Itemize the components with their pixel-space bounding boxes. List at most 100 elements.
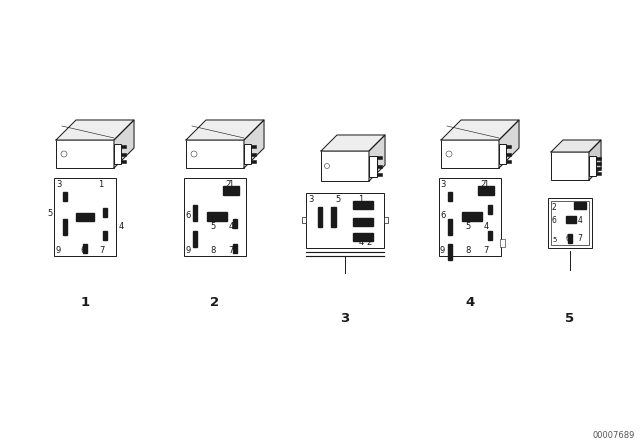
Text: 4: 4 xyxy=(118,222,124,231)
Bar xyxy=(114,144,121,164)
Bar xyxy=(488,205,492,214)
Text: 5: 5 xyxy=(335,195,340,204)
Bar xyxy=(439,178,501,256)
Bar xyxy=(506,160,511,164)
Bar xyxy=(376,156,381,159)
Text: 9: 9 xyxy=(185,246,190,255)
Text: 1: 1 xyxy=(81,297,90,310)
Text: 5: 5 xyxy=(211,222,216,231)
Bar xyxy=(353,218,373,226)
Text: 2: 2 xyxy=(481,180,486,189)
Bar xyxy=(448,244,452,260)
Text: 5: 5 xyxy=(565,311,575,324)
Polygon shape xyxy=(56,120,134,140)
Text: 2: 2 xyxy=(366,238,372,247)
Bar xyxy=(321,151,369,181)
Bar xyxy=(251,160,256,164)
Text: 4: 4 xyxy=(465,297,475,310)
Text: 5: 5 xyxy=(48,209,53,218)
Bar xyxy=(54,178,116,256)
Bar xyxy=(551,152,589,180)
Bar xyxy=(448,192,452,201)
Bar xyxy=(384,217,388,223)
Bar xyxy=(506,152,511,155)
Text: 2: 2 xyxy=(226,180,231,189)
Text: 7: 7 xyxy=(577,234,582,243)
Text: 3: 3 xyxy=(308,195,314,204)
Bar xyxy=(63,219,67,235)
Bar xyxy=(376,164,381,168)
Polygon shape xyxy=(441,120,519,140)
Text: 5: 5 xyxy=(465,222,470,231)
Text: 1: 1 xyxy=(484,180,489,189)
Polygon shape xyxy=(499,120,519,168)
Bar xyxy=(306,193,384,248)
Circle shape xyxy=(446,151,452,157)
Text: 5: 5 xyxy=(552,237,556,243)
Text: 6: 6 xyxy=(552,216,557,225)
Bar xyxy=(302,217,306,223)
Bar xyxy=(441,140,499,168)
Text: 5: 5 xyxy=(566,216,570,225)
Bar xyxy=(462,212,482,221)
Circle shape xyxy=(191,151,197,157)
Bar xyxy=(318,207,323,227)
Bar xyxy=(83,244,87,253)
Text: 9: 9 xyxy=(440,246,445,255)
Text: 1: 1 xyxy=(577,203,582,212)
Bar xyxy=(63,192,67,201)
Bar xyxy=(331,207,335,227)
Bar xyxy=(376,173,381,176)
Text: 3: 3 xyxy=(440,180,445,189)
Text: 4: 4 xyxy=(484,222,489,231)
Text: 1: 1 xyxy=(99,180,104,189)
Bar xyxy=(193,205,197,221)
Text: 4: 4 xyxy=(228,222,234,231)
Bar xyxy=(244,144,251,164)
Bar xyxy=(574,202,586,210)
Text: 9: 9 xyxy=(56,246,61,255)
Bar xyxy=(121,152,126,155)
Polygon shape xyxy=(321,135,385,151)
Polygon shape xyxy=(244,120,264,168)
Bar xyxy=(596,167,601,170)
Text: 2: 2 xyxy=(552,203,557,212)
Circle shape xyxy=(61,151,67,157)
Bar xyxy=(448,219,452,235)
Bar xyxy=(499,144,506,164)
Text: 3: 3 xyxy=(56,180,61,189)
Bar xyxy=(251,152,256,155)
Bar xyxy=(488,231,492,240)
Text: 4: 4 xyxy=(577,216,582,225)
Bar xyxy=(121,160,126,164)
Polygon shape xyxy=(551,140,601,152)
Text: 2: 2 xyxy=(211,297,220,310)
Text: 1: 1 xyxy=(228,180,234,189)
Text: 3: 3 xyxy=(340,311,349,324)
Bar xyxy=(566,216,576,223)
Text: 6: 6 xyxy=(566,234,570,243)
Text: 00007689: 00007689 xyxy=(593,431,635,440)
Bar xyxy=(596,162,601,165)
Bar xyxy=(478,185,494,194)
Text: 1: 1 xyxy=(358,195,364,204)
Bar xyxy=(56,140,114,168)
Text: 6: 6 xyxy=(440,211,445,220)
Bar xyxy=(568,234,572,243)
Bar xyxy=(186,140,244,168)
Bar xyxy=(207,212,227,221)
Bar xyxy=(193,231,197,247)
Text: 8: 8 xyxy=(465,246,470,255)
Bar xyxy=(102,231,107,240)
Text: 4: 4 xyxy=(358,238,364,247)
Text: 7: 7 xyxy=(483,246,489,255)
Bar xyxy=(76,212,94,220)
Text: 6: 6 xyxy=(80,246,86,255)
Text: 8: 8 xyxy=(211,246,216,255)
Bar xyxy=(596,172,601,175)
Bar xyxy=(251,145,256,148)
Polygon shape xyxy=(589,140,601,180)
Bar xyxy=(121,145,126,148)
Bar xyxy=(102,207,107,217)
Bar xyxy=(551,201,589,245)
